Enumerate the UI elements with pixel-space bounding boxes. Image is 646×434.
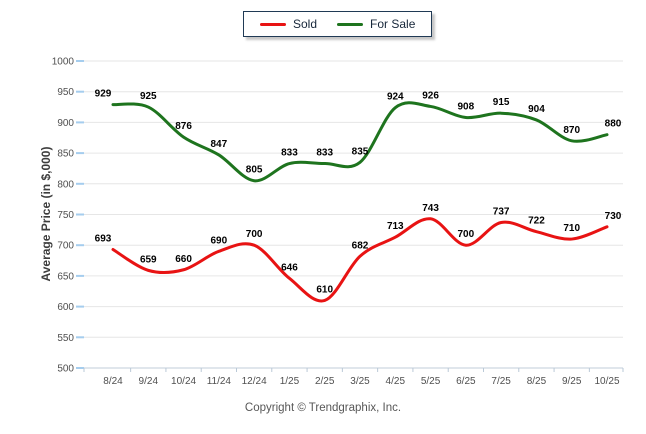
data-label-for-sale: 847	[211, 139, 228, 150]
x-tick-label: 7/25	[491, 376, 511, 387]
data-label-for-sale: 925	[140, 91, 157, 102]
x-tick-label: 9/24	[139, 376, 159, 387]
data-label-sold: 700	[458, 229, 475, 240]
x-tick-label: 2/25	[315, 376, 335, 387]
copyright-text: Copyright © Trendgraphix, Inc.	[244, 402, 402, 414]
series-line-for-sale	[111, 101, 609, 183]
x-tick-label: 4/25	[386, 376, 406, 387]
data-label-sold: 713	[387, 221, 404, 232]
data-label-sold: 710	[563, 223, 580, 234]
data-label-sold: 690	[211, 235, 228, 246]
x-tick-label: 1/25	[280, 376, 300, 387]
data-label-for-sale: 929	[95, 89, 112, 100]
data-label-for-sale: 870	[563, 125, 580, 136]
y-tick-label: 600	[57, 302, 74, 313]
legend-item-sold: Sold	[260, 18, 317, 30]
y-tick-label: 650	[57, 271, 74, 282]
x-tick-label: 6/25	[456, 376, 476, 387]
data-label-sold: 646	[281, 262, 298, 273]
x-tick-label: 3/25	[350, 376, 370, 387]
for-sale-line-swatch	[337, 22, 364, 26]
x-tick-label: 8/24	[103, 376, 123, 387]
y-tick-label: 700	[57, 241, 74, 252]
data-label-for-sale: 924	[387, 92, 404, 103]
data-label-for-sale: 904	[528, 104, 545, 115]
x-tick-label: 11/24	[207, 376, 232, 387]
y-tick-label: 550	[57, 333, 74, 344]
x-tick-label: 12/24	[242, 376, 267, 387]
x-tick-label: 5/25	[421, 376, 441, 387]
data-label-sold: 659	[140, 254, 157, 265]
data-label-sold: 743	[422, 203, 439, 214]
legend-label-for-sale: For Sale	[370, 17, 416, 31]
data-label-sold: 693	[95, 233, 112, 244]
data-label-sold: 610	[316, 284, 333, 295]
x-tick-label: 10/24	[171, 376, 196, 387]
data-label-for-sale: 833	[316, 148, 333, 159]
data-label-for-sale: 876	[175, 121, 192, 132]
y-tick-label: 1000	[52, 57, 75, 68]
y-tick-label: 500	[57, 364, 74, 375]
data-label-sold: 660	[175, 254, 192, 265]
chart-legend: Sold For Sale	[243, 11, 433, 37]
data-label-for-sale: 805	[246, 165, 263, 176]
y-tick-label: 900	[57, 118, 74, 129]
y-tick-label: 950	[57, 87, 74, 98]
data-label-for-sale: 880	[605, 119, 622, 130]
data-label-sold: 730	[605, 211, 622, 222]
data-label-for-sale: 915	[493, 97, 510, 108]
data-label-for-sale: 926	[422, 90, 439, 101]
x-tick-label: 8/25	[527, 376, 547, 387]
data-label-for-sale: 833	[281, 148, 298, 159]
sold-line-swatch	[260, 22, 286, 26]
data-label-for-sale: 835	[352, 146, 369, 157]
series-line-sold	[111, 217, 609, 303]
data-label-sold: 722	[528, 216, 545, 227]
y-tick-label: 850	[57, 149, 74, 160]
x-tick-label: 10/25	[594, 376, 619, 387]
y-tick-label: 800	[57, 179, 74, 190]
data-label-sold: 682	[352, 240, 369, 251]
legend-item-for-sale: For Sale	[337, 18, 415, 30]
y-tick-label: 750	[57, 210, 74, 221]
data-label-sold: 700	[246, 229, 263, 240]
data-label-sold: 737	[493, 206, 510, 217]
x-tick-label: 9/25	[562, 376, 582, 387]
data-label-for-sale: 908	[458, 101, 475, 112]
legend-label-sold: Sold	[293, 17, 318, 31]
